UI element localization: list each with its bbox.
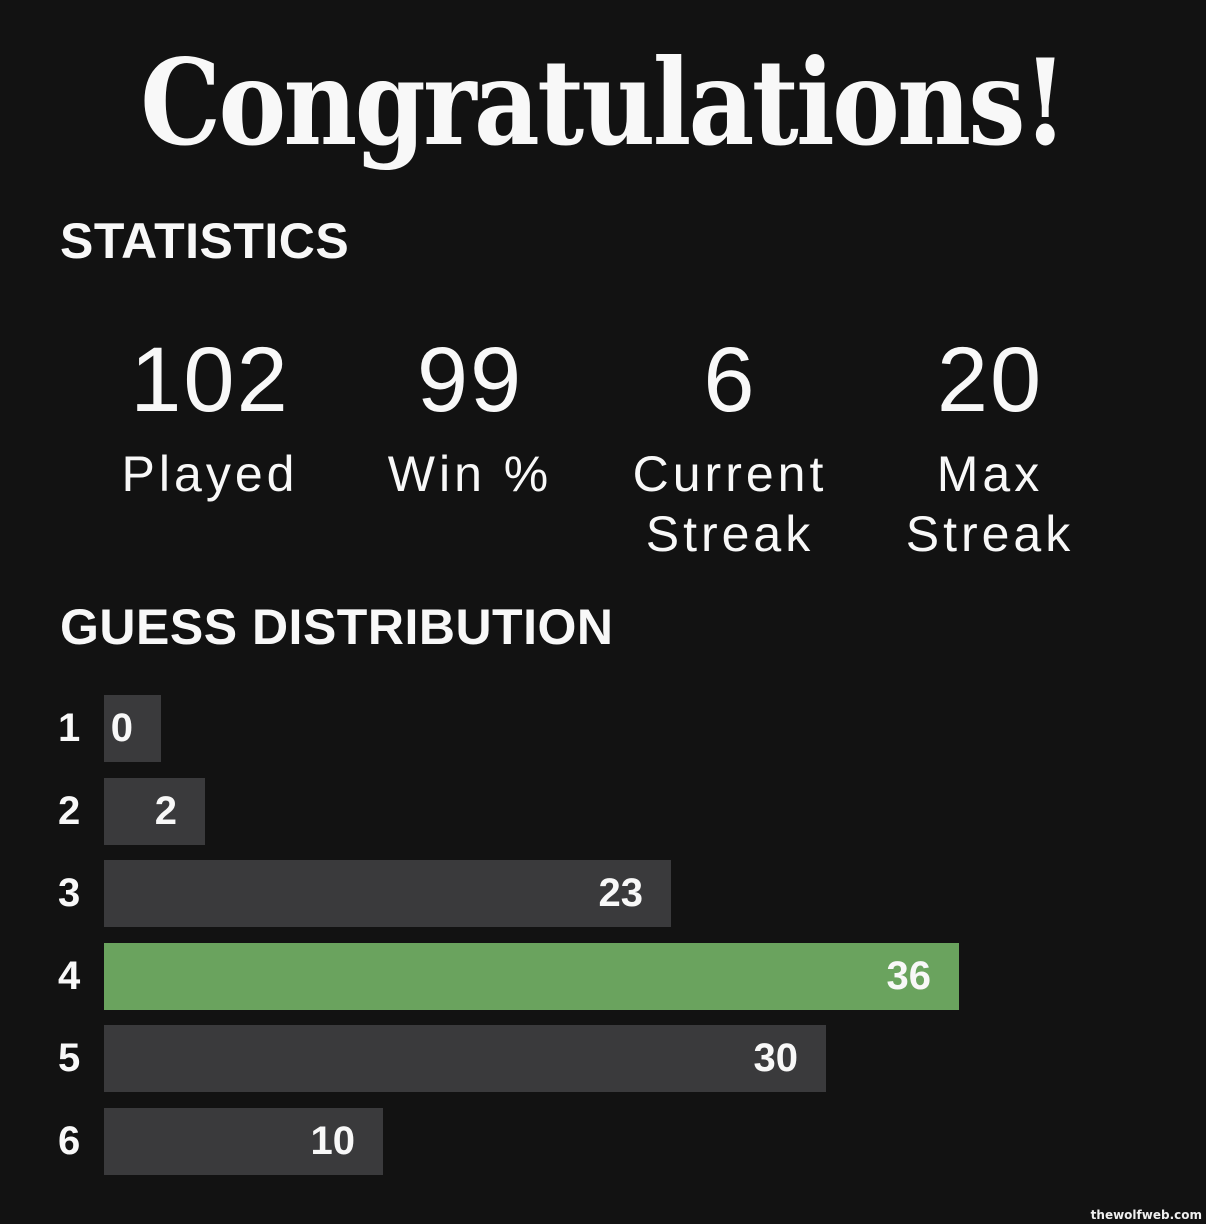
stat-played: 102 Played <box>80 330 340 564</box>
distribution-bar: 30 <box>104 1025 826 1092</box>
distribution-bar: 23 <box>104 860 671 927</box>
watermark: thewolfweb.com <box>1090 1208 1202 1222</box>
congratulations-title: Congratulations! <box>0 28 1206 178</box>
guess-number: 6 <box>58 1118 81 1163</box>
stats-row: 102 Played 99 Win % 6 Current Streak 20 … <box>80 330 1120 564</box>
guess-number: 2 <box>58 788 81 833</box>
guess-distribution-heading: GUESS DISTRIBUTION <box>60 599 614 655</box>
guess-number: 5 <box>58 1036 81 1080</box>
stat-win-percent: 99 Win % <box>340 330 600 564</box>
stat-value: 102 <box>130 329 290 431</box>
stat-max-streak: 20 Max Streak <box>860 330 1120 564</box>
guess-number: 1 <box>58 706 81 750</box>
stat-label: Played <box>121 446 299 502</box>
title-text: Congratulations! <box>140 33 1068 172</box>
distribution-bar: 0 <box>104 695 161 762</box>
stat-value: 20 <box>936 329 1044 431</box>
stat-value: 6 <box>703 329 757 431</box>
guess-number: 4 <box>58 953 81 998</box>
stat-label: Win % <box>387 446 553 502</box>
stat-label: Max Streak <box>905 446 1075 562</box>
statistics-heading: STATISTICS <box>60 213 350 269</box>
stat-current-streak: 6 Current Streak <box>600 330 860 564</box>
guess-number: 3 <box>58 871 81 915</box>
distribution-bar: 36 <box>104 942 959 1010</box>
distribution-bar: 10 <box>104 1107 383 1175</box>
stat-label: Current Streak <box>632 446 828 562</box>
distribution-bar: 2 <box>104 777 205 845</box>
stat-value: 99 <box>416 329 524 431</box>
